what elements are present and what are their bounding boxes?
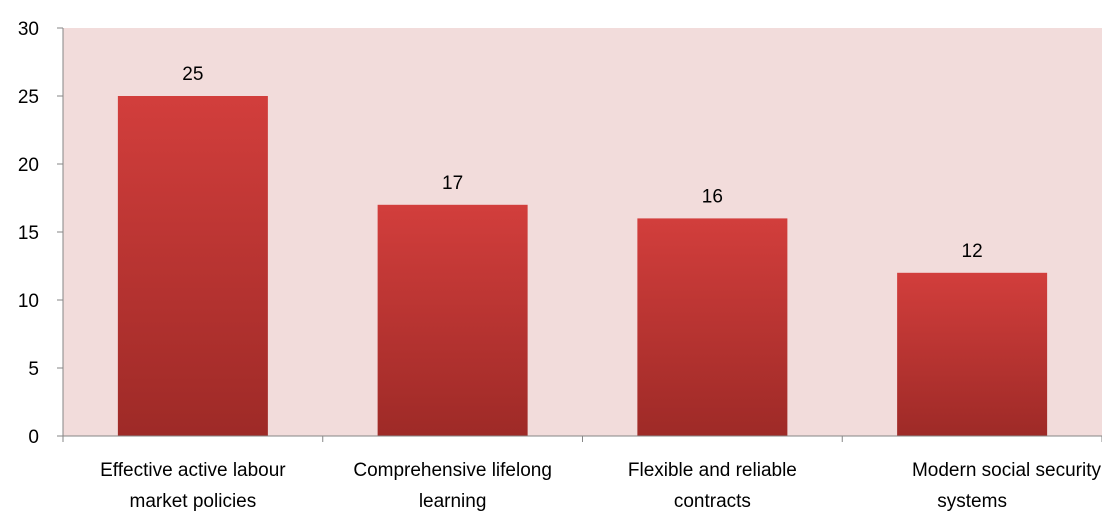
y-tick-label: 10 bbox=[18, 291, 39, 312]
bars bbox=[117, 96, 1048, 436]
y-tick-label: 15 bbox=[18, 223, 39, 244]
x-category-label: Effective active labour bbox=[100, 460, 286, 481]
y-tick-label: 5 bbox=[28, 359, 39, 380]
x-axis: Effective active labour market policies Co… bbox=[62, 435, 1102, 512]
y-tick-label: 25 bbox=[18, 87, 39, 108]
y-tick-label: 20 bbox=[18, 155, 39, 176]
bar bbox=[637, 218, 788, 436]
x-category-label: contracts bbox=[674, 491, 751, 512]
x-category-label: systems bbox=[937, 491, 1007, 512]
y-tick-label: 30 bbox=[18, 19, 39, 40]
data-label: 12 bbox=[962, 241, 983, 262]
y-axis: 0 5 10 15 20 25 30 bbox=[18, 19, 64, 448]
x-category-label: Modern social security bbox=[912, 460, 1102, 481]
bar bbox=[897, 272, 1048, 436]
x-category-label: Comprehensive lifelong bbox=[353, 460, 552, 481]
x-category-label: Flexible and reliable bbox=[628, 460, 797, 481]
bar bbox=[117, 96, 268, 436]
bar bbox=[377, 204, 528, 436]
data-labels: 25 17 16 12 bbox=[182, 64, 982, 262]
y-tick-label: 0 bbox=[28, 427, 39, 448]
x-category-label: market policies bbox=[130, 491, 257, 512]
data-label: 16 bbox=[702, 186, 723, 207]
x-category-label: learning bbox=[419, 491, 487, 512]
data-label: 17 bbox=[442, 173, 463, 194]
data-label: 25 bbox=[182, 64, 203, 85]
